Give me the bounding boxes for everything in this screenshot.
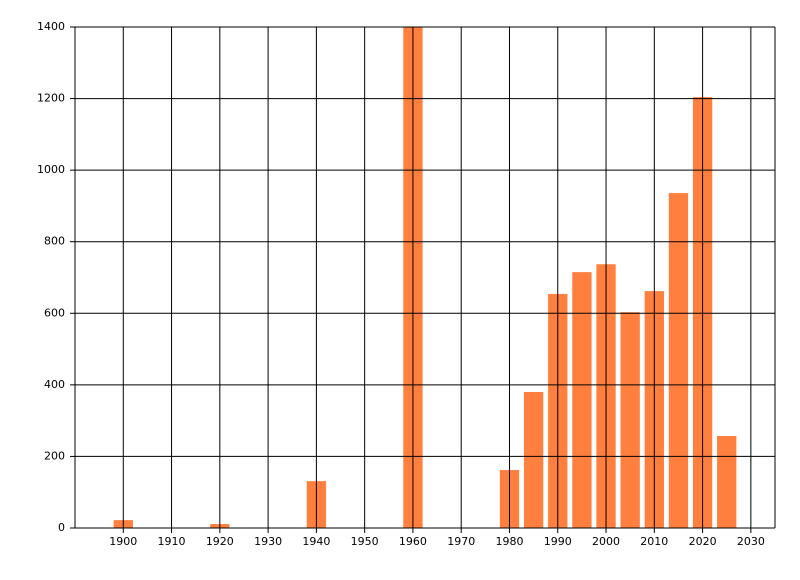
bar (572, 272, 592, 528)
x-tick-label: 1990 (544, 535, 572, 548)
x-tick-label: 1960 (399, 535, 427, 548)
y-tick-label: 600 (44, 306, 65, 319)
x-tick-label: 2010 (640, 535, 668, 548)
x-tick-label: 2000 (592, 535, 620, 548)
x-tick-label: 1940 (302, 535, 330, 548)
y-tick-label: 200 (44, 449, 65, 462)
y-tick-label: 0 (58, 521, 65, 534)
y-tick-label: 1000 (37, 163, 65, 176)
y-tick-label: 1200 (37, 92, 65, 105)
x-tick-label: 1920 (206, 535, 234, 548)
y-tick-label: 400 (44, 378, 65, 391)
x-tick-label: 1950 (351, 535, 379, 548)
bar (668, 193, 689, 528)
bar (717, 436, 737, 528)
x-tick-label: 1930 (254, 535, 282, 548)
x-tick-label: 1910 (158, 535, 186, 548)
bar (620, 312, 640, 528)
bar (523, 392, 544, 528)
y-tick-label: 800 (44, 235, 65, 248)
y-tick-label: 1400 (37, 20, 65, 33)
x-tick-label: 1980 (495, 535, 523, 548)
x-tick-label: 2020 (689, 535, 717, 548)
x-tick-label: 1970 (447, 535, 475, 548)
x-tick-label: 1900 (109, 535, 137, 548)
x-tick-label: 2030 (737, 535, 765, 548)
